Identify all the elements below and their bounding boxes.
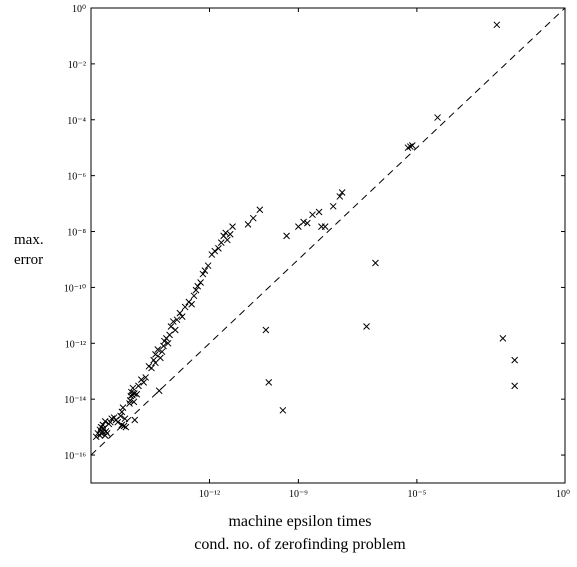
data-point-x-marker: [197, 279, 204, 286]
data-point-x-marker: [309, 211, 316, 219]
data-point-x-marker: [229, 223, 236, 230]
data-point-x-marker: [303, 219, 311, 227]
y-tick-label: 10⁻²: [68, 60, 86, 71]
data-point-x-marker: [493, 21, 501, 29]
data-point-x-marker: [300, 218, 307, 226]
data-point-x-marker: [315, 208, 323, 216]
y-tick-label: 10⁻⁸: [67, 228, 86, 239]
data-point-x-marker: [190, 292, 198, 300]
data-point-x-marker: [102, 428, 110, 435]
data-point-x-marker: [262, 326, 270, 334]
data-point-x-marker: [130, 390, 138, 397]
data-point-x-marker: [211, 247, 219, 255]
data-point-x-marker: [131, 416, 139, 424]
data-point-x-marker: [181, 303, 189, 311]
data-point-x-marker: [176, 309, 184, 317]
data-points: [92, 21, 519, 441]
x-axis-label-line1: machine epsilon times: [228, 513, 372, 530]
data-point-x-marker: [148, 364, 155, 372]
x-tick-label: 10⁻⁹: [289, 489, 308, 500]
data-point-x-marker: [118, 421, 126, 429]
data-point-x-marker: [158, 348, 166, 356]
data-point-x-marker: [283, 232, 290, 240]
data-point-x-marker: [194, 282, 202, 290]
data-point-x-marker: [106, 418, 114, 426]
data-point-x-marker: [511, 356, 519, 364]
data-point-x-marker: [199, 270, 207, 278]
data-point-x-marker: [265, 379, 273, 386]
data-point-x-marker: [192, 286, 200, 294]
data-point-x-marker: [152, 351, 159, 358]
data-point-x-marker: [329, 202, 337, 210]
data-point-x-marker: [256, 206, 264, 214]
data-point-x-marker: [244, 221, 252, 228]
data-point-x-marker: [133, 390, 141, 398]
data-point-x-marker: [171, 326, 179, 334]
data-point-x-marker: [499, 335, 507, 342]
data-point-x-marker: [511, 382, 519, 390]
data-point-x-marker: [408, 142, 416, 149]
x-tick-label: 10⁻⁵: [407, 489, 426, 500]
data-point-x-marker: [188, 300, 196, 308]
data-point-x-marker: [135, 382, 142, 390]
data-point-x-marker: [249, 214, 257, 222]
data-point-x-marker: [279, 406, 287, 414]
data-point-x-marker: [173, 316, 181, 324]
data-point-x-marker: [222, 229, 229, 237]
data-point-x-marker: [130, 398, 138, 406]
data-point-x-marker: [363, 323, 370, 330]
data-point-x-marker: [129, 384, 137, 392]
data-point-x-marker: [338, 189, 346, 196]
y-tick-label: 10⁻⁶: [67, 172, 86, 183]
plot-frame: [90, 7, 566, 484]
data-point-x-marker: [154, 346, 162, 353]
data-point-x-marker: [164, 339, 172, 347]
data-point-x-marker: [114, 418, 122, 426]
data-point-x-marker: [223, 236, 231, 244]
y-tick-label: 10⁻¹⁰: [64, 283, 86, 294]
data-point-x-marker: [157, 354, 164, 362]
y-tick-label: 10⁻⁴: [67, 116, 86, 127]
x-tick-label: 10⁻¹²: [199, 489, 220, 500]
data-point-x-marker: [434, 114, 441, 121]
y-axis-label-line2: error: [14, 252, 44, 268]
data-point-x-marker: [118, 408, 126, 416]
data-point-x-marker: [178, 313, 186, 320]
data-point-x-marker: [166, 331, 173, 339]
data-point-x-marker: [336, 193, 344, 200]
x-axis-label-line2: cond. no. of zerofinding problem: [194, 536, 406, 553]
y-tick-label: 10⁰: [72, 4, 86, 15]
data-point-x-marker: [92, 433, 100, 441]
reference-diagonal: [90, 7, 566, 456]
data-point-x-marker: [204, 262, 212, 270]
data-point-x-marker: [140, 379, 148, 386]
data-point-x-marker: [406, 143, 414, 150]
data-point-x-marker: [217, 239, 225, 247]
data-point-x-marker: [321, 223, 329, 230]
data-point-x-marker: [169, 318, 177, 325]
data-point-x-marker: [155, 387, 163, 395]
x-tick-label: 10⁰: [556, 489, 570, 500]
y-tick-label: 10⁻¹⁶: [64, 451, 86, 462]
data-point-x-marker: [117, 412, 124, 420]
data-point-x-marker: [372, 259, 379, 267]
data-point-x-marker: [119, 404, 127, 411]
data-point-x-marker: [201, 267, 209, 274]
data-point-x-marker: [121, 415, 129, 423]
y-tick-label: 10⁻¹⁴: [64, 395, 86, 406]
y-tick-label: 10⁻¹²: [65, 339, 86, 350]
axis-ticks: 10⁻¹² 10⁻⁹ 10⁻⁵ 10⁰ 10⁰ 10⁻² 10⁻⁴ 10⁻⁶ 10⁻⁸ 10⁻¹⁰…: [64, 4, 570, 500]
data-point-x-marker: [122, 423, 130, 431]
data-point-x-marker: [142, 374, 150, 381]
y-axis-label-line1: max.: [14, 232, 44, 248]
data-point-x-marker: [215, 244, 222, 252]
data-point-x-marker: [103, 429, 111, 437]
data-point-x-marker: [167, 323, 175, 330]
data-point-x-marker: [226, 230, 234, 238]
